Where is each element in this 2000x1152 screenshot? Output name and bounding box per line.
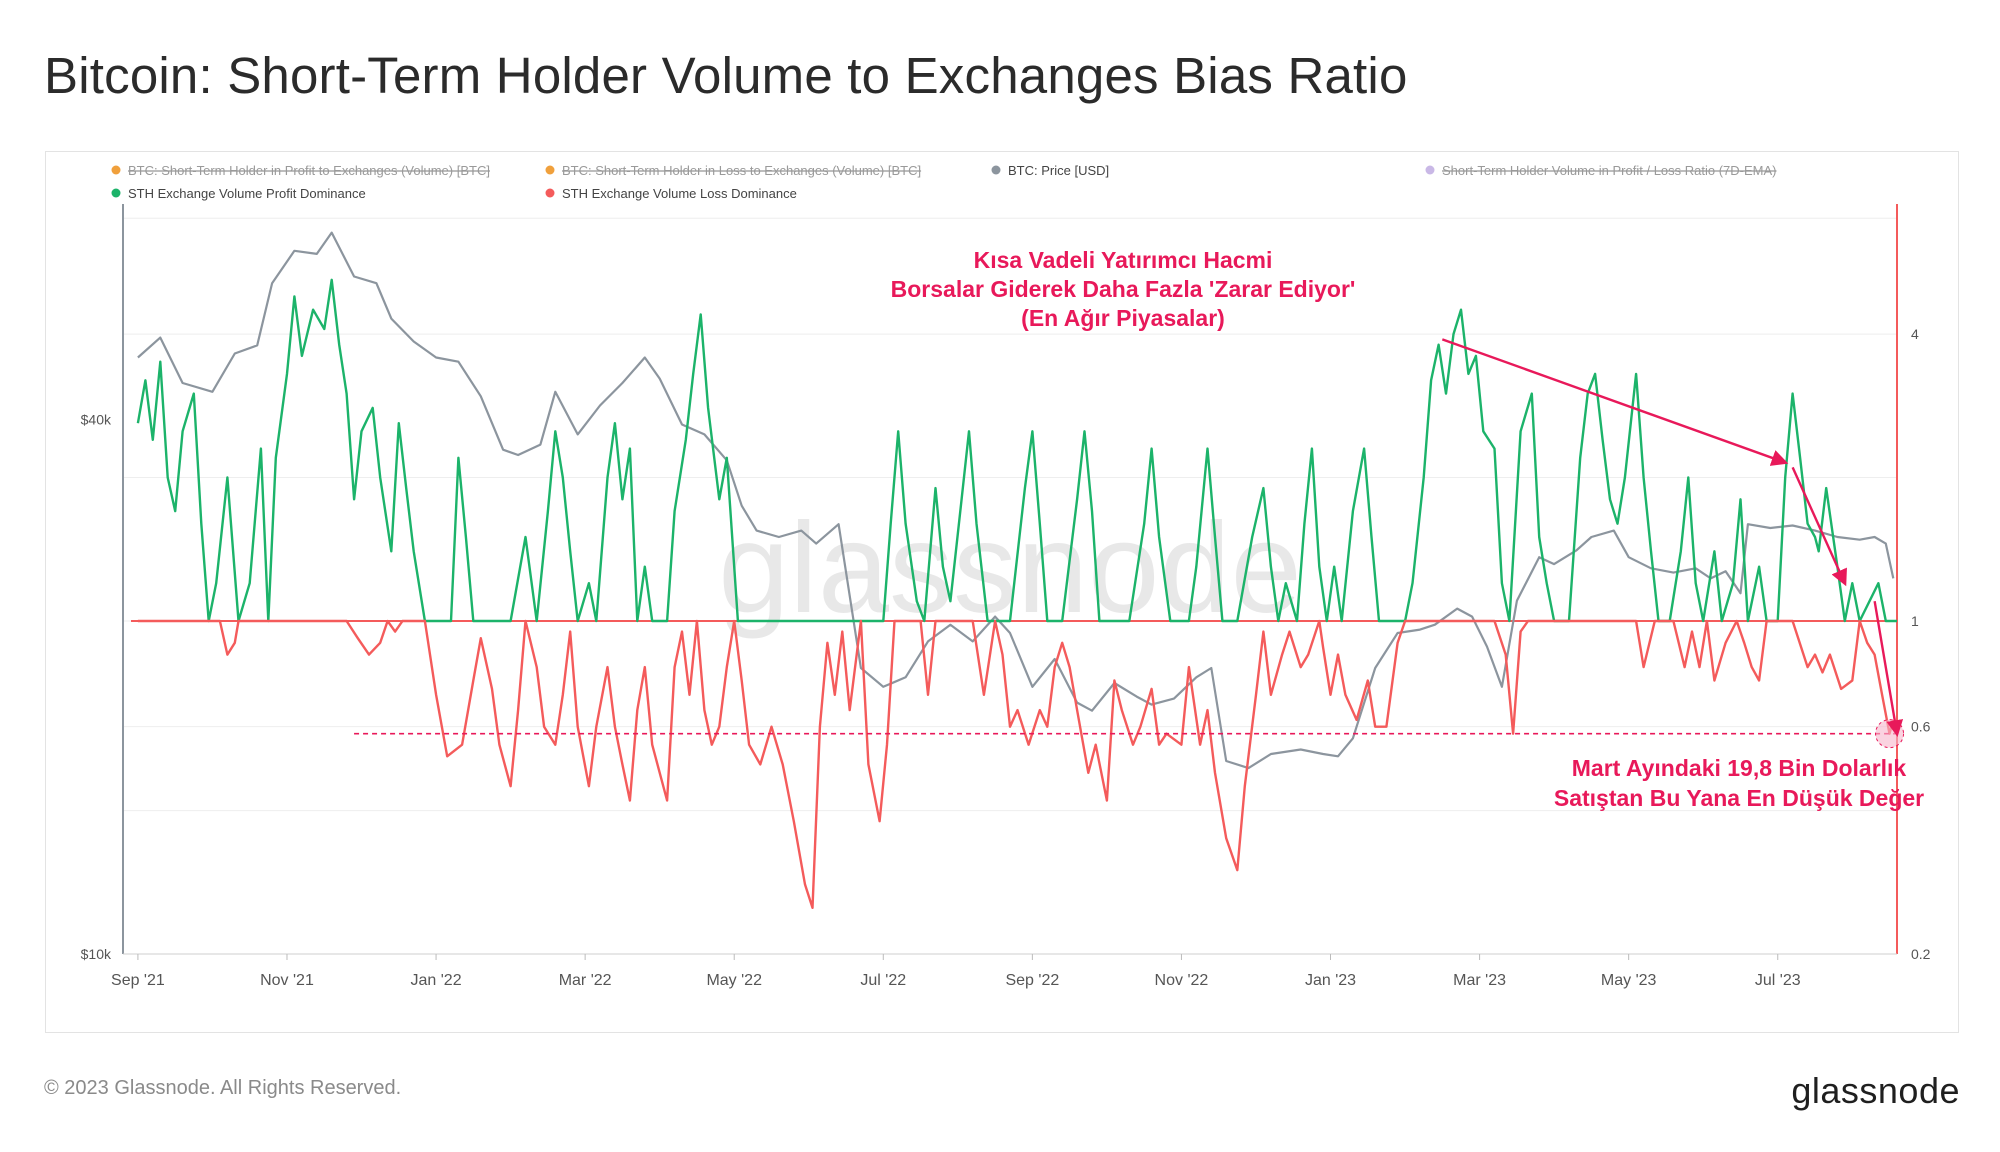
annotation-text: Borsalar Giderek Daha Fazla 'Zarar Ediyo… [891, 276, 1356, 302]
highlight-point [1875, 719, 1905, 749]
right-tick-label: 4 [1911, 326, 1919, 342]
legend-item[interactable]: Short-Term Holder Volume in Profit / Los… [1425, 163, 1777, 178]
legend-marker [545, 188, 555, 198]
left-tick-label: $10k [81, 946, 112, 962]
page-title: Bitcoin: Short-Term Holder Volume to Exc… [44, 47, 1408, 104]
x-tick-label: Jul '23 [1755, 972, 1801, 989]
right-tick-label: 0.6 [1911, 719, 1931, 735]
glassnode-logo[interactable]: glassnode [1791, 1070, 1960, 1111]
chart-frame: glassnode $40k $10k 4 1 0.6 0.2 Sep '21 Nov '21… [45, 151, 1959, 1033]
copyright-text: © 2023 Glassnode. All Rights Reserved. [44, 1077, 402, 1099]
annotation-text: Kısa Vadeli Yatırımcı Hacmi [974, 247, 1273, 273]
legend-label: Short-Term Holder Volume in Profit / Los… [1442, 163, 1777, 178]
x-tick-label: May '23 [1601, 972, 1657, 989]
left-tick-label: $40k [81, 412, 112, 428]
legend-item[interactable]: STH Exchange Volume Loss Dominance [545, 186, 797, 201]
x-tick-label: May '22 [706, 972, 762, 989]
legend-item[interactable]: BTC: Short-Term Holder in Profit to Exch… [111, 163, 490, 178]
series-sth-exchange-volume-profit-dominance [136, 278, 1897, 623]
legend-item[interactable]: BTC: Price [USD] [991, 163, 1110, 178]
annotation-layer: Kısa Vadeli Yatırımcı Hacmi Borsalar Gide… [354, 247, 1924, 811]
legend-label: BTC: Short-Term Holder in Profit to Exch… [128, 163, 490, 178]
legend-label: BTC: Price [USD] [1008, 163, 1109, 178]
legend[interactable]: BTC: Short-Term Holder in Profit to Exch… [111, 163, 1777, 201]
annotation-text: Satıştan Bu Yana En Düşük Değer [1554, 785, 1924, 811]
legend-marker [111, 165, 121, 175]
axes: $40k $10k 4 1 0.6 0.2 Sep '21 Nov '21 Jan '22 Mar… [81, 204, 1931, 989]
x-tick-label: Sep '22 [1005, 972, 1059, 989]
legend-label: STH Exchange Volume Profit Dominance [128, 186, 366, 201]
legend-label: BTC: Short-Term Holder in Loss to Exchan… [562, 163, 921, 178]
annotation-arrow [1873, 601, 1904, 737]
x-tick-label: Nov '21 [260, 972, 314, 989]
annotation-arrow [1441, 338, 1789, 466]
annotation-text: Mart Ayındaki 19,8 Bin Dolarlık [1572, 755, 1907, 781]
legend-marker [545, 165, 555, 175]
series-sth-exchange-volume-loss-dominance [137, 619, 1895, 909]
annotation-arrow [1791, 466, 1847, 587]
legend-item[interactable]: STH Exchange Volume Profit Dominance [111, 186, 366, 201]
series-btc-price-usd [137, 231, 1895, 770]
legend-marker [111, 188, 121, 198]
legend-marker [1425, 165, 1435, 175]
x-tick-label: Mar '22 [559, 972, 612, 989]
right-tick-label: 1 [1911, 613, 1919, 629]
legend-item[interactable]: BTC: Short-Term Holder in Loss to Exchan… [545, 163, 922, 178]
right-tick-label: 0.2 [1911, 946, 1931, 962]
x-tick-label: Jan '23 [1305, 972, 1356, 989]
annotation-text: (En Ağır Piyasalar) [1021, 305, 1225, 331]
x-tick-label: Jan '22 [411, 972, 462, 989]
x-tick-label: Jul '22 [860, 972, 906, 989]
x-tick-label: Nov '22 [1155, 972, 1209, 989]
legend-label: STH Exchange Volume Loss Dominance [562, 186, 797, 201]
legend-marker [991, 165, 1001, 175]
x-tick-label: Mar '23 [1453, 972, 1506, 989]
series-layer [131, 231, 1897, 909]
x-tick-label: Sep '21 [111, 972, 165, 989]
